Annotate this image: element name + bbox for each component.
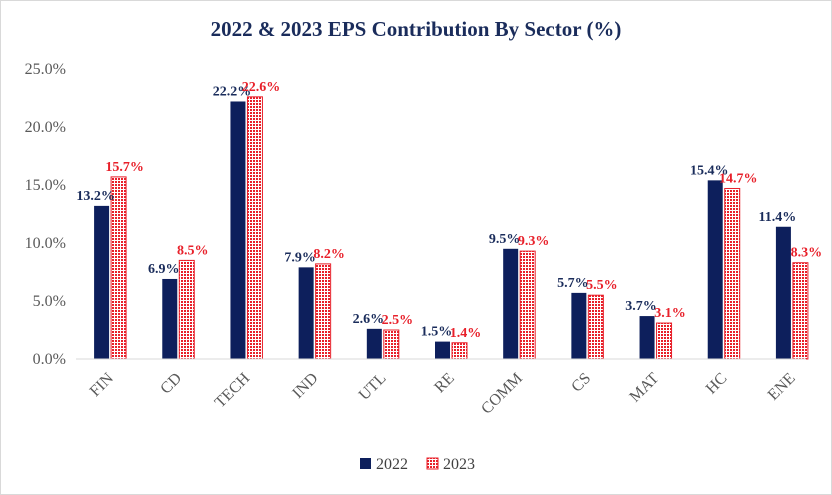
x-tick-label: CS bbox=[568, 370, 594, 396]
data-label-2023: 22.6% bbox=[242, 80, 281, 95]
data-label-2022: 2.6% bbox=[353, 312, 385, 327]
x-tick-label: FIN bbox=[87, 369, 118, 400]
x-tick-label: MAT bbox=[626, 370, 662, 406]
bar-2023 bbox=[110, 176, 127, 360]
data-label-2023: 15.7% bbox=[105, 160, 144, 175]
legend-swatch-2022 bbox=[360, 458, 371, 469]
y-tick-label: 20.0% bbox=[25, 119, 66, 136]
data-label-2023: 9.3% bbox=[518, 234, 550, 249]
data-label-2023: 5.5% bbox=[586, 278, 618, 293]
bar-2023 bbox=[383, 329, 400, 360]
y-tick-label: 25.0% bbox=[25, 61, 66, 78]
bar-2023 bbox=[178, 259, 195, 360]
data-label-2022: 22.2% bbox=[213, 84, 252, 99]
bar-2022 bbox=[435, 341, 450, 359]
data-label-2022: 5.7% bbox=[557, 276, 589, 291]
bar-2023 bbox=[656, 322, 673, 360]
x-tick-label: IND bbox=[289, 370, 321, 402]
data-label-2022: 1.5% bbox=[421, 325, 453, 340]
data-label-2022: 15.4% bbox=[690, 163, 729, 178]
data-label-2023: 14.7% bbox=[719, 171, 758, 186]
y-axis: 0.0% 5.0% 10.0% 15.0% 20.0% 25.0% bbox=[25, 61, 66, 368]
bar-2022 bbox=[298, 267, 314, 359]
bar-2022 bbox=[503, 248, 519, 359]
x-tick-label: RE bbox=[431, 370, 457, 396]
data-label-2023: 3.1% bbox=[654, 306, 686, 321]
legend-label-2022: 2022 bbox=[376, 456, 408, 473]
x-tick-label: TECH bbox=[212, 369, 254, 411]
y-tick-label: 0.0% bbox=[33, 351, 66, 368]
bar-2022 bbox=[707, 180, 723, 359]
data-label-2022: 3.7% bbox=[625, 299, 657, 314]
bar-2022 bbox=[639, 316, 655, 359]
bar-2023 bbox=[315, 263, 332, 360]
data-label-2022: 9.5% bbox=[489, 232, 521, 247]
bar-2022 bbox=[230, 101, 246, 359]
y-tick-label: 10.0% bbox=[25, 235, 66, 252]
bar-2022 bbox=[366, 328, 382, 359]
bar-2022 bbox=[162, 278, 178, 359]
x-tick-label: UTL bbox=[356, 370, 390, 404]
data-label-2023: 1.4% bbox=[450, 326, 482, 341]
bar-2023 bbox=[724, 187, 741, 360]
bar-2022 bbox=[775, 226, 791, 359]
data-label-2023: 2.5% bbox=[382, 313, 414, 328]
legend: 2022 2023 bbox=[360, 456, 475, 473]
x-tick-label: CD bbox=[157, 370, 185, 398]
x-axis: FIN CD TECH IND UTL RE COMM CS MAT HC ENE bbox=[76, 358, 806, 418]
y-tick-label: 5.0% bbox=[33, 293, 66, 310]
bar-2022 bbox=[571, 292, 587, 359]
data-label-2022: 13.2% bbox=[76, 189, 115, 204]
bars-group bbox=[94, 96, 809, 360]
y-tick-label: 15.0% bbox=[25, 177, 66, 194]
data-label-2022: 7.9% bbox=[284, 250, 316, 265]
data-label-2023: 8.2% bbox=[313, 247, 345, 262]
x-tick-label: HC bbox=[703, 370, 731, 398]
bar-2023 bbox=[246, 96, 263, 360]
x-tick-label: ENE bbox=[765, 370, 799, 404]
data-label-2022: 6.9% bbox=[148, 262, 180, 277]
data-label-2023: 8.5% bbox=[177, 243, 209, 258]
legend-label-2023: 2023 bbox=[443, 456, 475, 473]
bar-2023 bbox=[587, 294, 604, 360]
chart-title: 2022 & 2023 EPS Contribution By Sector (… bbox=[210, 17, 622, 41]
bar-2023 bbox=[451, 342, 468, 360]
data-label-2022: 11.4% bbox=[759, 210, 797, 225]
value-labels-group: 13.2% 15.7% 6.9% 8.5% 22.2%22.6% 7.9%8.2% 2.6%… bbox=[76, 80, 822, 341]
legend-swatch-2023 bbox=[426, 457, 439, 470]
bar-2023 bbox=[792, 262, 809, 360]
bar-2022 bbox=[94, 205, 110, 359]
data-label-2023: 8.3% bbox=[791, 246, 823, 261]
x-tick-label: COMM bbox=[478, 370, 526, 418]
bar-2023 bbox=[519, 250, 536, 360]
